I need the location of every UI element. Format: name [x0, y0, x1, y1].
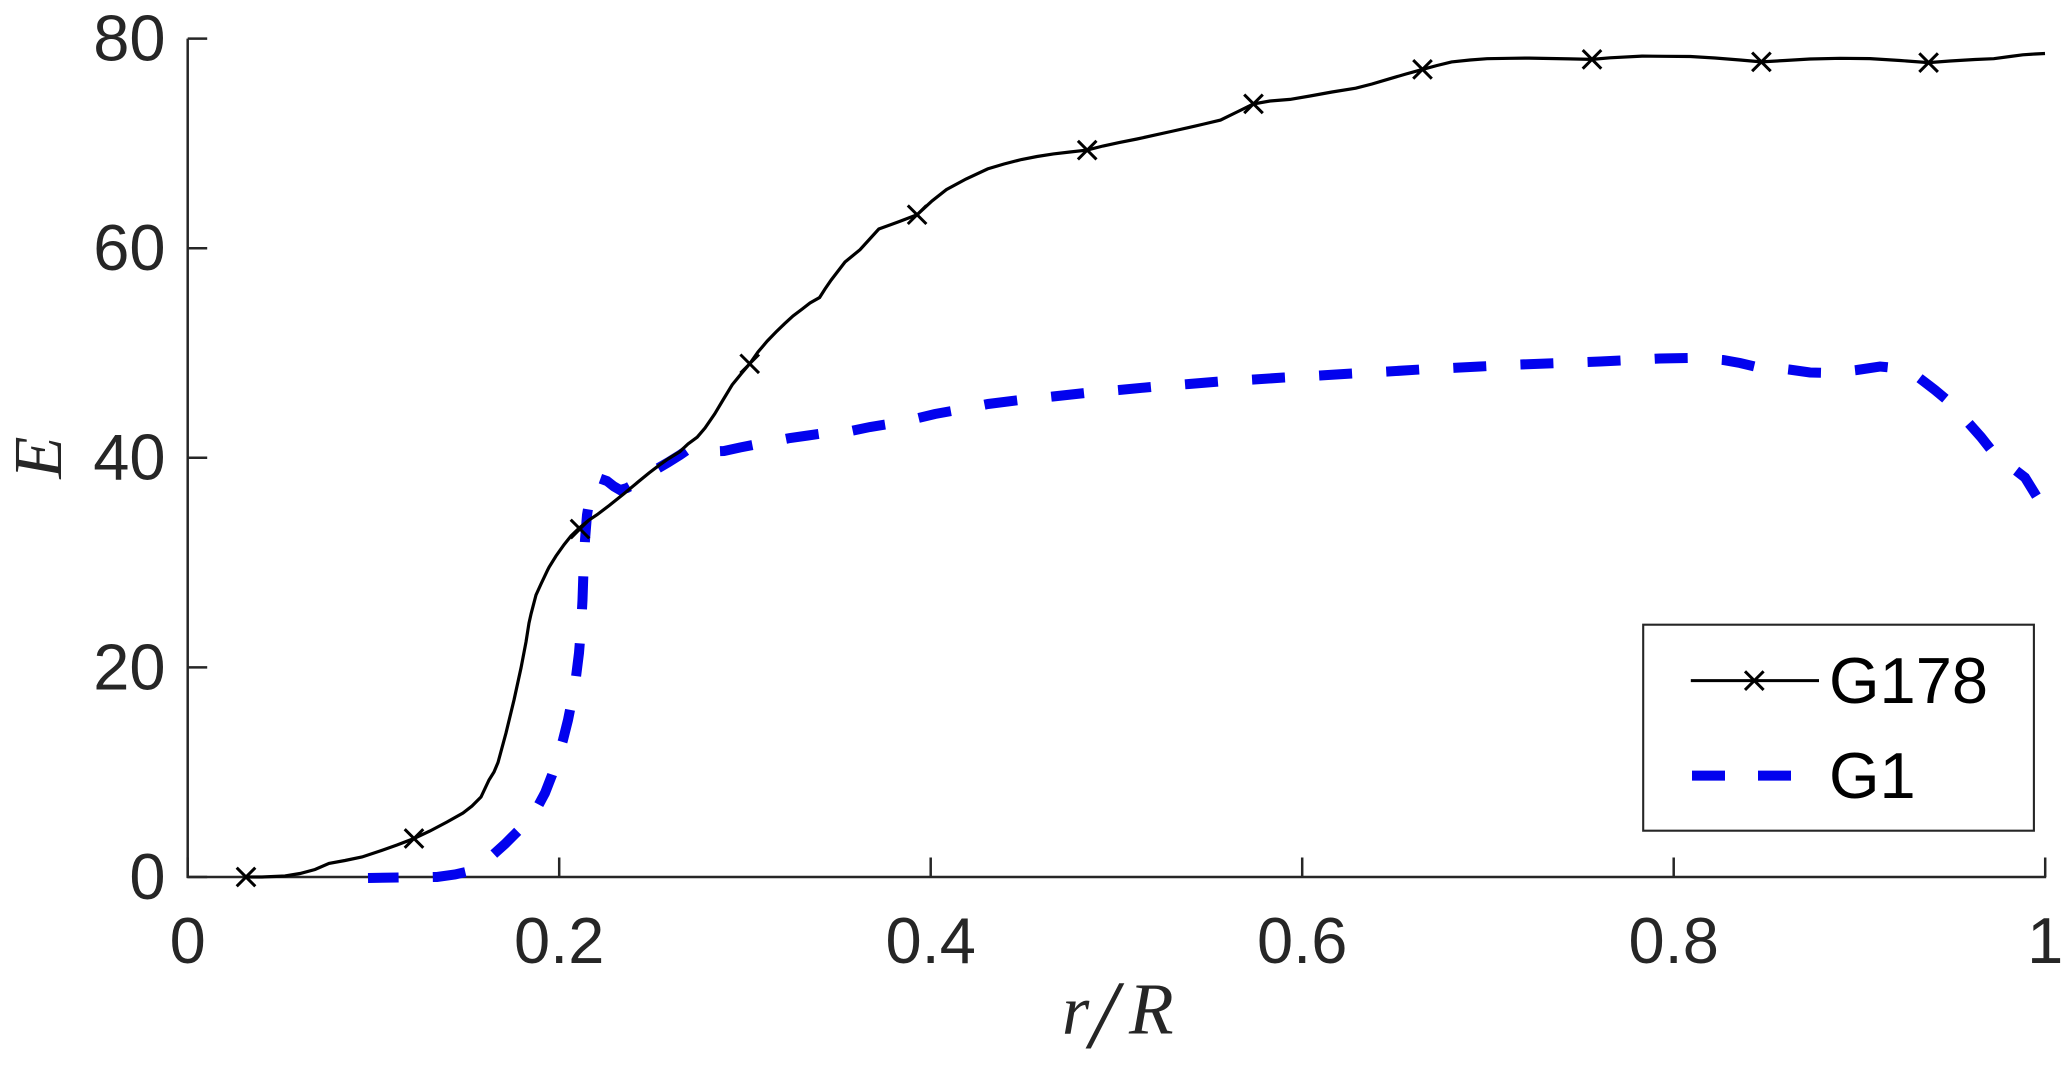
svg-text:r: r [1062, 972, 1090, 1049]
svg-text:0: 0 [170, 904, 206, 977]
svg-text:0.4: 0.4 [886, 904, 976, 977]
svg-text:R: R [1128, 968, 1174, 1049]
svg-text:0.6: 0.6 [1257, 904, 1347, 977]
svg-text:0: 0 [129, 840, 165, 913]
svg-text:G178: G178 [1829, 644, 1988, 717]
svg-text:1: 1 [2027, 904, 2063, 977]
svg-text:20: 20 [93, 630, 165, 703]
svg-text:60: 60 [93, 211, 165, 284]
svg-text:0.8: 0.8 [1629, 904, 1719, 977]
svg-text:80: 80 [93, 2, 165, 75]
svg-text:E: E [0, 436, 76, 479]
svg-text:0.2: 0.2 [514, 904, 604, 977]
svg-text:G1: G1 [1829, 739, 1916, 812]
svg-text:40: 40 [93, 421, 165, 494]
